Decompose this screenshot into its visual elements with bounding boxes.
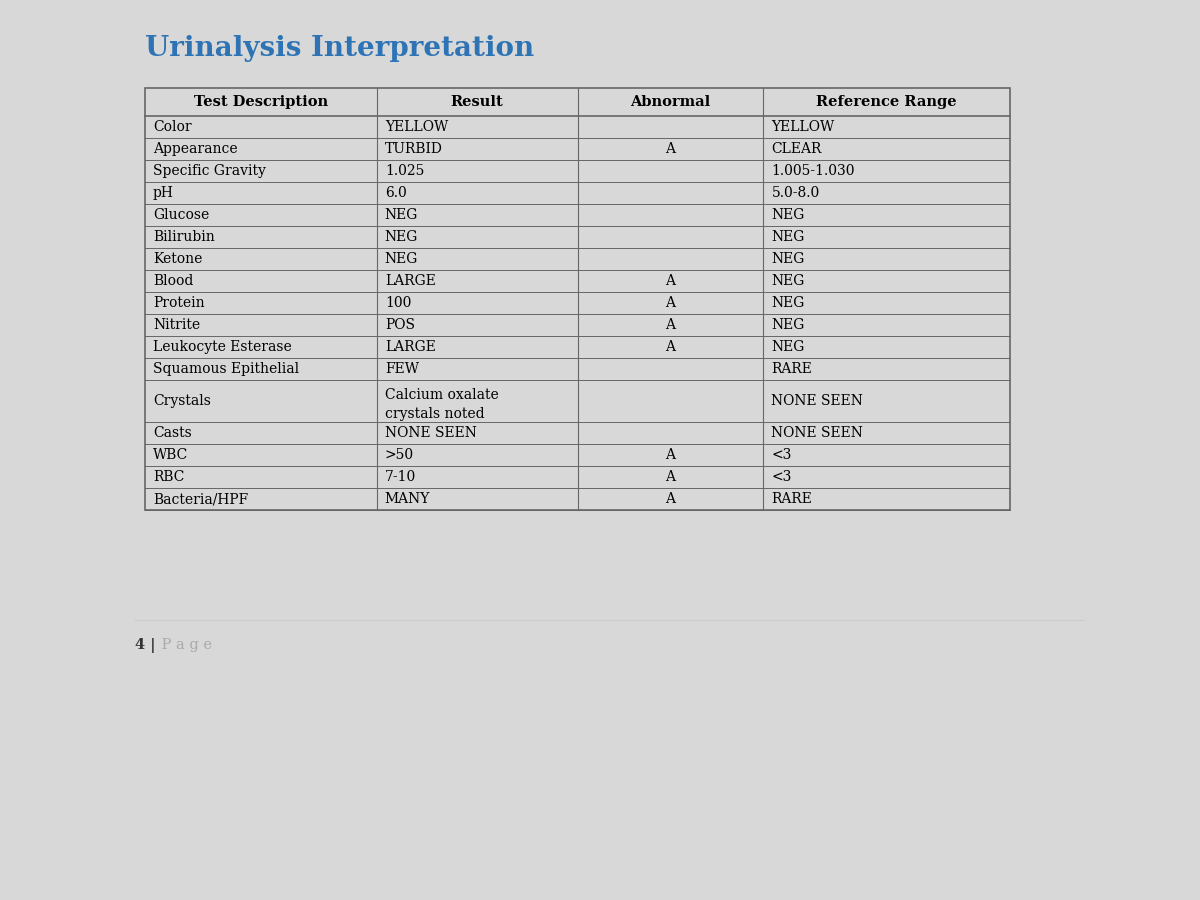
Text: NEG: NEG xyxy=(772,296,805,310)
Text: Glucose: Glucose xyxy=(154,208,209,222)
Text: NEG: NEG xyxy=(772,230,805,244)
Text: NEG: NEG xyxy=(385,230,418,244)
Text: 6.0: 6.0 xyxy=(385,186,407,200)
Text: A: A xyxy=(666,296,676,310)
Text: Urinalysis Interpretation: Urinalysis Interpretation xyxy=(145,34,534,61)
Text: YELLOW: YELLOW xyxy=(385,120,448,134)
Text: MANY: MANY xyxy=(385,492,430,506)
Text: Bilirubin: Bilirubin xyxy=(154,230,215,244)
Text: 5.0-8.0: 5.0-8.0 xyxy=(772,186,820,200)
Text: NEG: NEG xyxy=(772,252,805,266)
Text: Bacteria/HPF: Bacteria/HPF xyxy=(154,492,248,506)
Text: YELLOW: YELLOW xyxy=(772,120,835,134)
Bar xyxy=(145,88,1010,510)
Text: Squamous Epithelial: Squamous Epithelial xyxy=(154,362,299,376)
Text: NEG: NEG xyxy=(772,318,805,332)
Text: A: A xyxy=(666,142,676,156)
Text: Specific Gravity: Specific Gravity xyxy=(154,164,266,178)
Text: Leukocyte Esterase: Leukocyte Esterase xyxy=(154,340,292,354)
Text: <3: <3 xyxy=(772,470,792,484)
Text: A: A xyxy=(666,470,676,484)
Text: Color: Color xyxy=(154,120,192,134)
Text: NONE SEEN: NONE SEEN xyxy=(385,426,476,440)
Text: NONE SEEN: NONE SEEN xyxy=(772,426,863,440)
Text: Ketone: Ketone xyxy=(154,252,203,266)
Text: NEG: NEG xyxy=(772,274,805,288)
Text: RBC: RBC xyxy=(154,470,185,484)
Text: TURBID: TURBID xyxy=(385,142,443,156)
Text: Blood: Blood xyxy=(154,274,193,288)
Text: <3: <3 xyxy=(772,448,792,462)
Text: NEG: NEG xyxy=(385,252,418,266)
Text: FEW: FEW xyxy=(385,362,419,376)
Text: Calcium oxalate: Calcium oxalate xyxy=(385,388,498,402)
Text: LARGE: LARGE xyxy=(385,274,436,288)
Text: >50: >50 xyxy=(385,448,414,462)
Text: Nitrite: Nitrite xyxy=(154,318,200,332)
Text: 100: 100 xyxy=(385,296,412,310)
Text: 7-10: 7-10 xyxy=(385,470,416,484)
Text: LARGE: LARGE xyxy=(385,340,436,354)
Text: Casts: Casts xyxy=(154,426,192,440)
Text: Abnormal: Abnormal xyxy=(630,95,710,109)
Text: A: A xyxy=(666,318,676,332)
Text: 1.005-1.030: 1.005-1.030 xyxy=(772,164,854,178)
Text: Appearance: Appearance xyxy=(154,142,238,156)
Text: crystals noted: crystals noted xyxy=(385,407,485,421)
Text: A: A xyxy=(666,492,676,506)
Text: NONE SEEN: NONE SEEN xyxy=(772,394,863,408)
Text: RARE: RARE xyxy=(772,362,812,376)
Text: POS: POS xyxy=(385,318,415,332)
Text: A: A xyxy=(666,274,676,288)
Text: NEG: NEG xyxy=(772,208,805,222)
Text: A: A xyxy=(666,340,676,354)
Text: Test Description: Test Description xyxy=(194,95,328,109)
Text: WBC: WBC xyxy=(154,448,188,462)
Text: 1.025: 1.025 xyxy=(385,164,424,178)
Text: NEG: NEG xyxy=(385,208,418,222)
Text: CLEAR: CLEAR xyxy=(772,142,822,156)
Text: 4 |: 4 | xyxy=(134,638,156,653)
Text: pH: pH xyxy=(154,186,174,200)
Text: Result: Result xyxy=(451,95,504,109)
Text: A: A xyxy=(666,448,676,462)
Text: NEG: NEG xyxy=(772,340,805,354)
Text: Crystals: Crystals xyxy=(154,394,211,408)
Text: Reference Range: Reference Range xyxy=(816,95,958,109)
Text: Protein: Protein xyxy=(154,296,205,310)
Text: RARE: RARE xyxy=(772,492,812,506)
Text: P a g e: P a g e xyxy=(157,638,212,652)
